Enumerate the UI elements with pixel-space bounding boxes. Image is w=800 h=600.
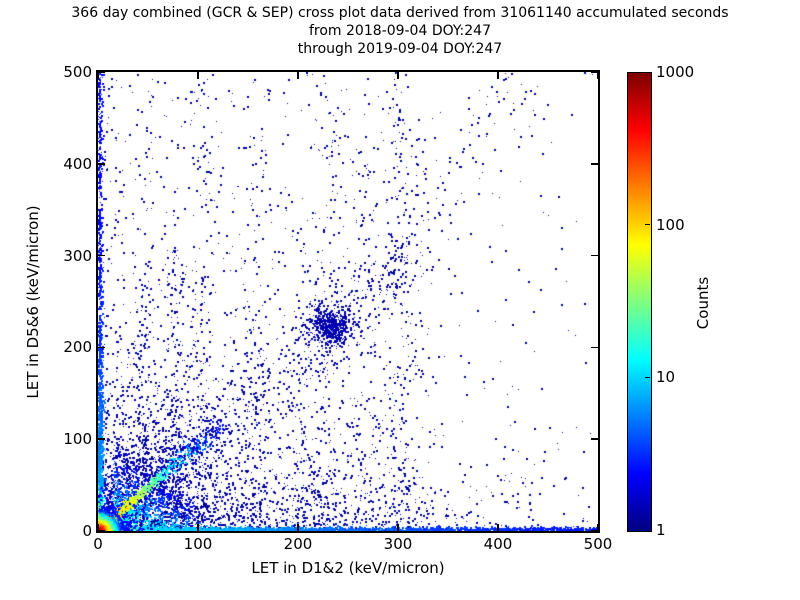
x-tick-label: 400 bbox=[483, 535, 513, 553]
y-tick-mark-left bbox=[98, 254, 105, 257]
x-tick-mark-bottom bbox=[197, 524, 199, 531]
y-tick-mark-left bbox=[98, 438, 105, 440]
y-axis-label: LET in D5&6 (keV/micron) bbox=[24, 205, 42, 399]
colorbar-gradient bbox=[627, 72, 652, 532]
plot-frame bbox=[96, 70, 600, 533]
x-tick-mark-bottom bbox=[97, 524, 99, 531]
x-tick-mark-bottom bbox=[597, 524, 599, 531]
y-tick-label: 300 bbox=[63, 246, 92, 265]
x-tick-mark-top bbox=[497, 72, 499, 79]
x-tick-mark-top bbox=[197, 72, 199, 79]
y-tick-label: 100 bbox=[63, 430, 92, 449]
x-tick-label: 300 bbox=[383, 535, 413, 553]
colorbar-tick-mark bbox=[645, 376, 650, 379]
x-tick-mark-bottom bbox=[397, 524, 399, 531]
y-tick-mark-right bbox=[591, 71, 598, 73]
x-tick-label: 500 bbox=[583, 535, 613, 553]
scatter-plot-canvas bbox=[98, 72, 598, 531]
y-tick-mark-right bbox=[591, 438, 598, 440]
y-tick-mark-right bbox=[591, 346, 598, 349]
x-tick-label: 200 bbox=[283, 535, 313, 553]
chart-title-line2: from 2018-09-04 DOY:247 bbox=[308, 23, 491, 39]
y-tick-label: 500 bbox=[63, 63, 92, 81]
y-tick-label: 200 bbox=[63, 338, 92, 357]
colorbar-tick-label: 1 bbox=[656, 521, 666, 539]
x-axis-label: LET in D1&2 (keV/micron) bbox=[251, 559, 445, 577]
chart-title-line1: 366 day combined (GCR & SEP) cross plot … bbox=[71, 5, 729, 21]
y-tick-mark-left bbox=[98, 163, 105, 165]
y-tick-mark-right bbox=[591, 163, 598, 165]
y-tick-mark-right bbox=[591, 254, 598, 257]
colorbar-tick-label: 1000 bbox=[656, 63, 695, 81]
colorbar-tick-label: 10 bbox=[656, 368, 676, 387]
x-tick-mark-top bbox=[397, 72, 399, 79]
colorbar-tick-mark bbox=[645, 223, 650, 226]
y-tick-label: 0 bbox=[82, 522, 92, 540]
x-tick-label: 100 bbox=[183, 535, 213, 553]
x-tick-mark-top bbox=[97, 72, 99, 79]
y-tick-mark-left bbox=[98, 346, 105, 349]
y-tick-mark-right bbox=[591, 530, 598, 532]
y-tick-mark-left bbox=[98, 530, 105, 532]
colorbar-tick-label: 100 bbox=[656, 215, 685, 234]
x-tick-mark-top bbox=[297, 72, 299, 79]
chart-title-line3: through 2019-09-04 DOY:247 bbox=[297, 41, 503, 57]
x-tick-mark-bottom bbox=[497, 524, 499, 531]
y-tick-mark-left bbox=[98, 71, 105, 73]
y-tick-label: 400 bbox=[63, 154, 92, 173]
x-tick-label: 0 bbox=[93, 535, 103, 553]
x-tick-mark-top bbox=[597, 72, 599, 79]
colorbar-label: Counts bbox=[694, 276, 712, 330]
x-tick-mark-bottom bbox=[297, 524, 299, 531]
